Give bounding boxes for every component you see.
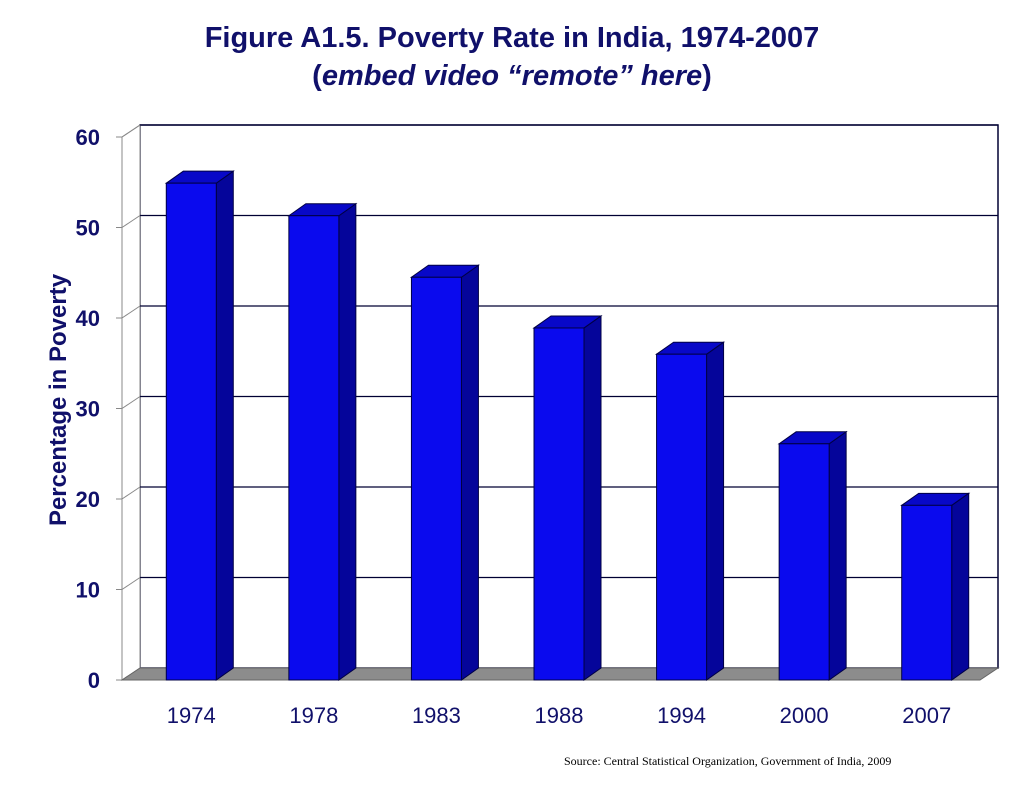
y-tick-label: 50 bbox=[76, 216, 100, 241]
x-tick-label: 2007 bbox=[902, 703, 951, 728]
gridline-side bbox=[121, 124, 141, 138]
bar-side-1994 bbox=[706, 341, 725, 681]
gridline-side bbox=[121, 396, 141, 409]
bar-1988 bbox=[533, 327, 585, 681]
gridline-side bbox=[121, 486, 141, 500]
chart-title: Figure A1.5. Poverty Rate in India, 1974… bbox=[204, 22, 820, 54]
y-tick-label: 60 bbox=[76, 125, 100, 150]
bar-side-1974 bbox=[215, 170, 234, 681]
bar-side-1978 bbox=[338, 202, 357, 681]
bar-side-2007 bbox=[951, 492, 970, 681]
bar-2000 bbox=[778, 443, 830, 681]
gridline-side bbox=[121, 215, 141, 228]
y-tick-label: 40 bbox=[76, 306, 100, 331]
bar-1978 bbox=[288, 215, 340, 681]
gridline-side bbox=[121, 305, 141, 319]
chart-subtitle: (embed video “remote” here) bbox=[0, 60, 1024, 93]
bar-side-1988 bbox=[583, 314, 602, 681]
y-tick-label: 10 bbox=[76, 578, 100, 603]
y-axis-label: Percentage in Poverty bbox=[45, 273, 72, 526]
bar-1994 bbox=[656, 353, 708, 681]
x-tick-label: 1978 bbox=[289, 703, 338, 728]
subtitle-italic-text: embed video “remote” here bbox=[321, 60, 703, 92]
subtitle-open-paren: ( bbox=[312, 60, 322, 92]
x-tick-label: 2000 bbox=[780, 703, 829, 728]
gridline-side bbox=[121, 577, 141, 590]
bar-1974 bbox=[165, 182, 217, 681]
x-tick-label: 1974 bbox=[167, 703, 216, 728]
y-tick-label: 0 bbox=[88, 668, 100, 693]
bar-side-1983 bbox=[460, 264, 479, 681]
subtitle-close-paren: ) bbox=[702, 60, 712, 92]
y-tick-label: 30 bbox=[76, 397, 100, 422]
source-note: Source: Central Statistical Organization… bbox=[564, 754, 892, 768]
bar-1983 bbox=[410, 276, 462, 681]
x-tick-label: 1994 bbox=[657, 703, 706, 728]
x-tick-label: 1988 bbox=[535, 703, 584, 728]
bar-2007 bbox=[901, 504, 953, 681]
y-tick-label: 20 bbox=[76, 487, 100, 512]
x-tick-label: 1983 bbox=[412, 703, 461, 728]
bar-side-2000 bbox=[828, 430, 847, 681]
